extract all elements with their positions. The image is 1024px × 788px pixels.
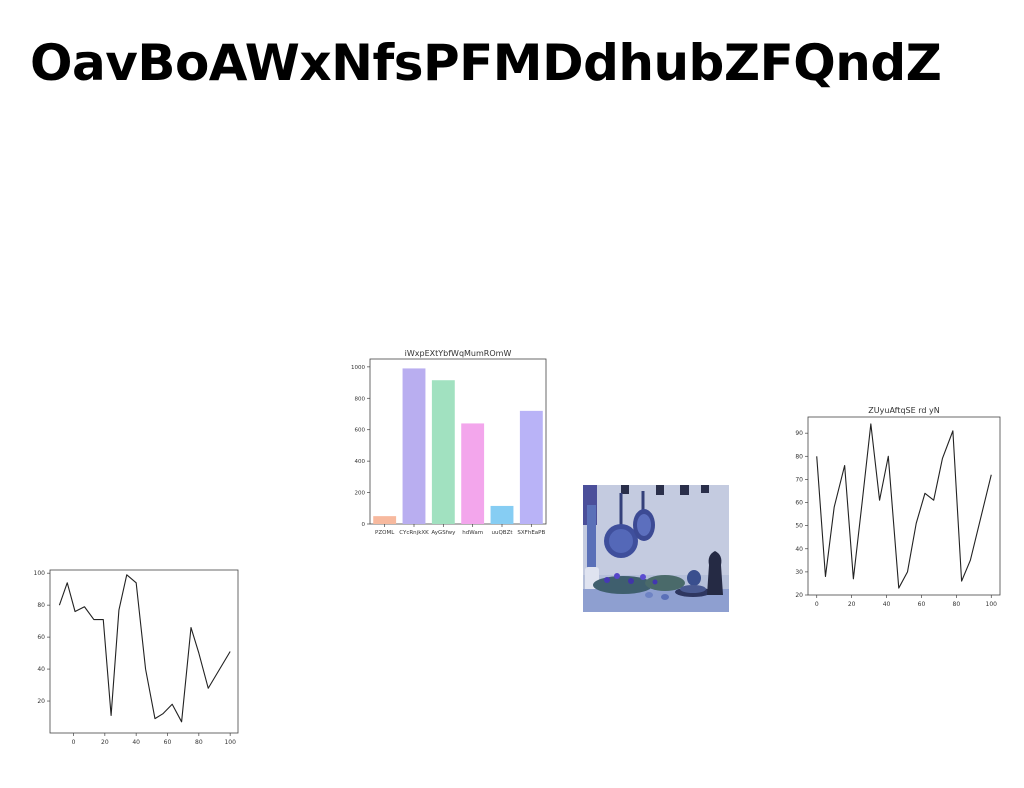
bar-chart-svg: iWxpEXtYbfWqMumROmW 0 200 400 600 800 1000 PZO… <box>351 349 547 536</box>
line-chart-right-frame <box>807 416 1001 596</box>
line-chart-right-ytick-label: 60 <box>795 500 803 507</box>
line-chart-left-ytick-label: 100 <box>34 570 46 577</box>
line-chart-right: ZUyuAftqSE rd yN 0 20 40 60 80 100 20 30 40 50 60 7… <box>780 402 1010 612</box>
bar-chart-ytick-label: 600 <box>355 428 366 434</box>
bar <box>431 380 455 524</box>
line-chart-right-xtick-label: 0 <box>815 601 819 608</box>
line-chart-right-svg: ZUyuAftqSE rd yN 0 20 40 60 80 100 20 30 40 50 60 7… <box>795 406 1001 608</box>
line-chart-left-xtick-label: 0 <box>72 739 76 746</box>
bar-chart-frame <box>369 358 547 525</box>
bar-chart-xtick-label: PZOML <box>375 530 395 536</box>
bar-chart-xtick-label: hdWam <box>462 530 483 536</box>
bar <box>519 410 543 524</box>
bar <box>490 505 514 524</box>
bar-chart-ytick-label: 0 <box>362 522 366 528</box>
line-chart-left-frame <box>49 569 239 734</box>
line-chart-left-ytick-label: 40 <box>37 666 45 673</box>
bar-chart-ytick-label: 200 <box>355 491 366 497</box>
bar-chart-title: iWxpEXtYbfWqMumROmW <box>405 349 512 358</box>
line-chart-right-xtick-label: 60 <box>918 601 926 608</box>
kitchen-photo <box>583 485 729 612</box>
bar <box>402 368 426 524</box>
bar-chart-ytick-label: 1000 <box>351 365 365 371</box>
line-chart-right-ytick-label: 50 <box>795 523 803 530</box>
bar <box>373 516 397 524</box>
line-chart-right-ytick-label: 20 <box>795 592 803 599</box>
bar <box>461 423 485 524</box>
bar-chart-ytick-label: 400 <box>355 459 366 465</box>
line-chart-left-xtick-label: 60 <box>164 739 172 746</box>
line-chart-right-xtick-label: 80 <box>953 601 961 608</box>
bar-chart: iWxpEXtYbfWqMumROmW 0 200 400 600 800 1000 PZO… <box>340 342 555 542</box>
line-chart-right-ytick-label: 70 <box>795 476 803 483</box>
line-chart-right-xtick-label: 100 <box>986 601 998 608</box>
line-chart-right-series-line <box>816 423 992 589</box>
bar-chart-xtick-label: AyGSfwy <box>431 530 456 536</box>
bar-chart-xtick-label: CYcRnjkXK <box>399 530 429 536</box>
line-chart-right-ytick-label: 30 <box>795 569 803 576</box>
line-chart-right-ytick-label: 40 <box>795 546 803 553</box>
kitchen-photo-svg <box>583 485 729 612</box>
line-chart-right-ytick-label: 90 <box>795 430 803 437</box>
line-chart-left-series-line <box>58 574 231 723</box>
page-title: OavBoAWxNfsPFMDdhubZFQndZ <box>30 34 942 92</box>
line-chart-left-svg: 0 20 40 60 80 100 20 40 60 80 100 <box>34 569 239 746</box>
line-chart-right-xtick-label: 40 <box>883 601 891 608</box>
bar-chart-xtick-label: SXFhEaPB <box>517 530 545 536</box>
line-chart-left-ytick-label: 80 <box>37 602 45 609</box>
line-chart-left: 0 20 40 60 80 100 20 40 60 80 100 <box>26 562 246 750</box>
line-chart-left-ytick-label: 60 <box>37 634 45 641</box>
line-chart-right-xtick-label: 20 <box>848 601 856 608</box>
line-chart-right-ytick-label: 80 <box>795 453 803 460</box>
bar-chart-ytick-label: 800 <box>355 396 366 402</box>
line-chart-left-xtick-label: 40 <box>132 739 140 746</box>
line-chart-left-xtick-label: 80 <box>195 739 203 746</box>
line-chart-left-xtick-label: 100 <box>224 739 236 746</box>
line-chart-left-ytick-label: 20 <box>37 698 45 705</box>
line-chart-left-xtick-label: 20 <box>101 739 109 746</box>
line-chart-right-title: ZUyuAftqSE rd yN <box>868 406 939 415</box>
bar-chart-xtick-label: uuQBZt <box>492 530 514 536</box>
